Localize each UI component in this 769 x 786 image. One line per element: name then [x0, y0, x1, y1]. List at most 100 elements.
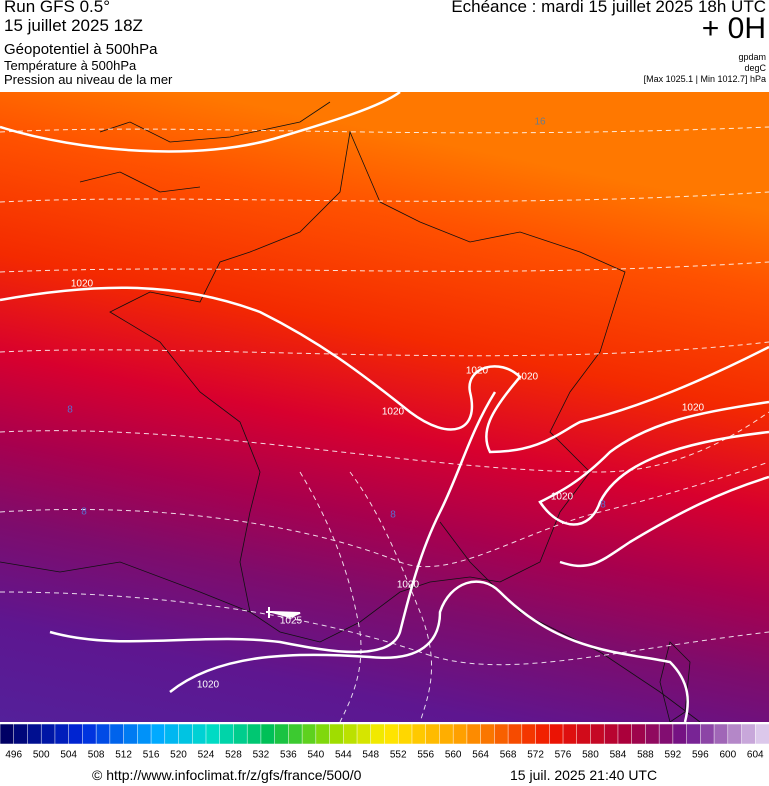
colorbar-label: 576 [555, 750, 572, 761]
temperature-field [0, 92, 769, 722]
colorbar-swatch [507, 724, 523, 745]
contour-label: 8 [390, 510, 396, 521]
map: 16 1020 1020 1020 1020 1020 1020 1020 1025 1020 8 8… [0, 92, 769, 722]
colorbar-label: 504 [60, 750, 77, 761]
colorbar-swatch [205, 724, 221, 745]
colorbar-label: 568 [500, 750, 517, 761]
colorbar-swatch [82, 724, 97, 745]
colorbar-swatch [411, 724, 427, 745]
colorbar-swatch [219, 724, 235, 745]
colorbar-swatch [150, 724, 166, 745]
colorbar-swatch [576, 724, 592, 745]
colorbar-swatch [137, 724, 152, 745]
colorbar-label: 544 [335, 750, 352, 761]
colorbar-swatch [315, 724, 331, 745]
colorbar-swatch [713, 724, 729, 745]
colorbar-swatch [617, 724, 633, 745]
colorbar-label: 528 [225, 750, 242, 761]
colorbar-swatch [13, 724, 29, 745]
colorbar-swatch [164, 724, 180, 745]
colorbar-swatch [27, 724, 42, 745]
field: Pression au niveau de la mer [4, 72, 173, 87]
colorbar-swatch [590, 724, 605, 745]
colorbar-label: 516 [143, 750, 160, 761]
colorbar-label: 580 [582, 750, 599, 761]
colorbar-label: 596 [692, 750, 709, 761]
colorbar-label: 524 [198, 750, 215, 761]
contour-label: 1020 [197, 680, 220, 691]
colorbar-label: 540 [307, 750, 324, 761]
colorbar-swatch [658, 724, 674, 745]
colorbar-swatch [178, 724, 193, 745]
colorbar-label: 588 [637, 750, 654, 761]
timestamp: 15 juil. 2025 21:40 UTC [510, 767, 658, 783]
colorbar-swatch [466, 724, 482, 745]
isobars [0, 92, 769, 722]
colorbar-swatch [562, 724, 578, 745]
colorbar-label: 592 [665, 750, 682, 761]
colorbar-swatch [672, 724, 688, 745]
colorbar-label: 552 [390, 750, 407, 761]
contour-label: 8 [600, 500, 606, 511]
colorbar-swatch [109, 724, 125, 745]
colorbar-label: 604 [747, 750, 764, 761]
contour-label: 1025 [280, 616, 303, 627]
pressure-range: [Max 1025.1 | Min 1012.7] hPa [643, 74, 766, 84]
colorbar-swatch [246, 724, 262, 745]
echeance: Echéance : mardi 15 juillet 2025 18h UTC [451, 0, 766, 16]
colorbar-swatch [686, 724, 702, 745]
contour-label: 8 [67, 405, 73, 416]
colorbar-label: 584 [610, 750, 627, 761]
run: Run GFS 0.5° [4, 0, 111, 16]
colorbar-swatch [425, 724, 441, 745]
colorbar-label: 600 [719, 750, 736, 761]
colorbar-swatch [521, 724, 537, 745]
colorbar-label: 536 [280, 750, 297, 761]
colorbar-swatch [343, 724, 358, 745]
colorbar-swatch [288, 724, 303, 745]
colorbar-label: 548 [362, 750, 379, 761]
colorbar-swatch [549, 724, 564, 745]
colorbar-swatch [301, 724, 317, 745]
colorbar-swatch [233, 724, 248, 745]
unit: gpdam [738, 52, 766, 62]
colorbar-swatch [192, 724, 207, 745]
colorbar-swatch [727, 724, 743, 745]
contour-label: 8 [81, 507, 87, 518]
colorbar-label: 520 [170, 750, 187, 761]
colorbar-swatch [0, 724, 15, 745]
offset: + 0H [701, 12, 766, 45]
colorbar-label: 496 [5, 750, 22, 761]
colorbar-swatch [260, 724, 276, 745]
colorbar-label: 556 [417, 750, 434, 761]
high-marker [266, 607, 301, 619]
colorbar-label: 500 [33, 750, 50, 761]
contour-label: 1020 [397, 580, 420, 591]
colorbar-label: 572 [527, 750, 544, 761]
colorbar-swatch [329, 724, 345, 745]
contour-label: 1020 [382, 407, 405, 418]
colorbar-swatch [397, 724, 413, 745]
colorbar-label: 512 [115, 750, 132, 761]
colorbar-swatch [755, 724, 769, 745]
contour-label: 1020 [551, 492, 574, 503]
colorbar-swatch [603, 724, 619, 745]
colorbar-label: 564 [472, 750, 489, 761]
colorbar-swatch [68, 724, 84, 745]
colorbar-swatch [452, 724, 468, 745]
colorbar-label: 560 [445, 750, 462, 761]
run-date: 15 juillet 2025 18Z [4, 16, 143, 35]
contour-label: 1020 [466, 366, 489, 377]
colorbar-swatch [535, 724, 551, 745]
colorbar-swatch [370, 724, 386, 745]
colorbar-swatch [123, 724, 139, 745]
colorbar-swatch [54, 724, 70, 745]
unit: degC [744, 63, 766, 73]
colorbar-swatch [631, 724, 647, 745]
contour-label: 1020 [682, 403, 705, 414]
contour-label: 16 [534, 117, 546, 128]
field: Température à 500hPa [4, 58, 137, 73]
colorbar-swatch [480, 724, 496, 745]
coastlines [0, 101, 701, 722]
source-url: © http://www.infoclimat.fr/z/gfs/france/… [92, 767, 362, 783]
